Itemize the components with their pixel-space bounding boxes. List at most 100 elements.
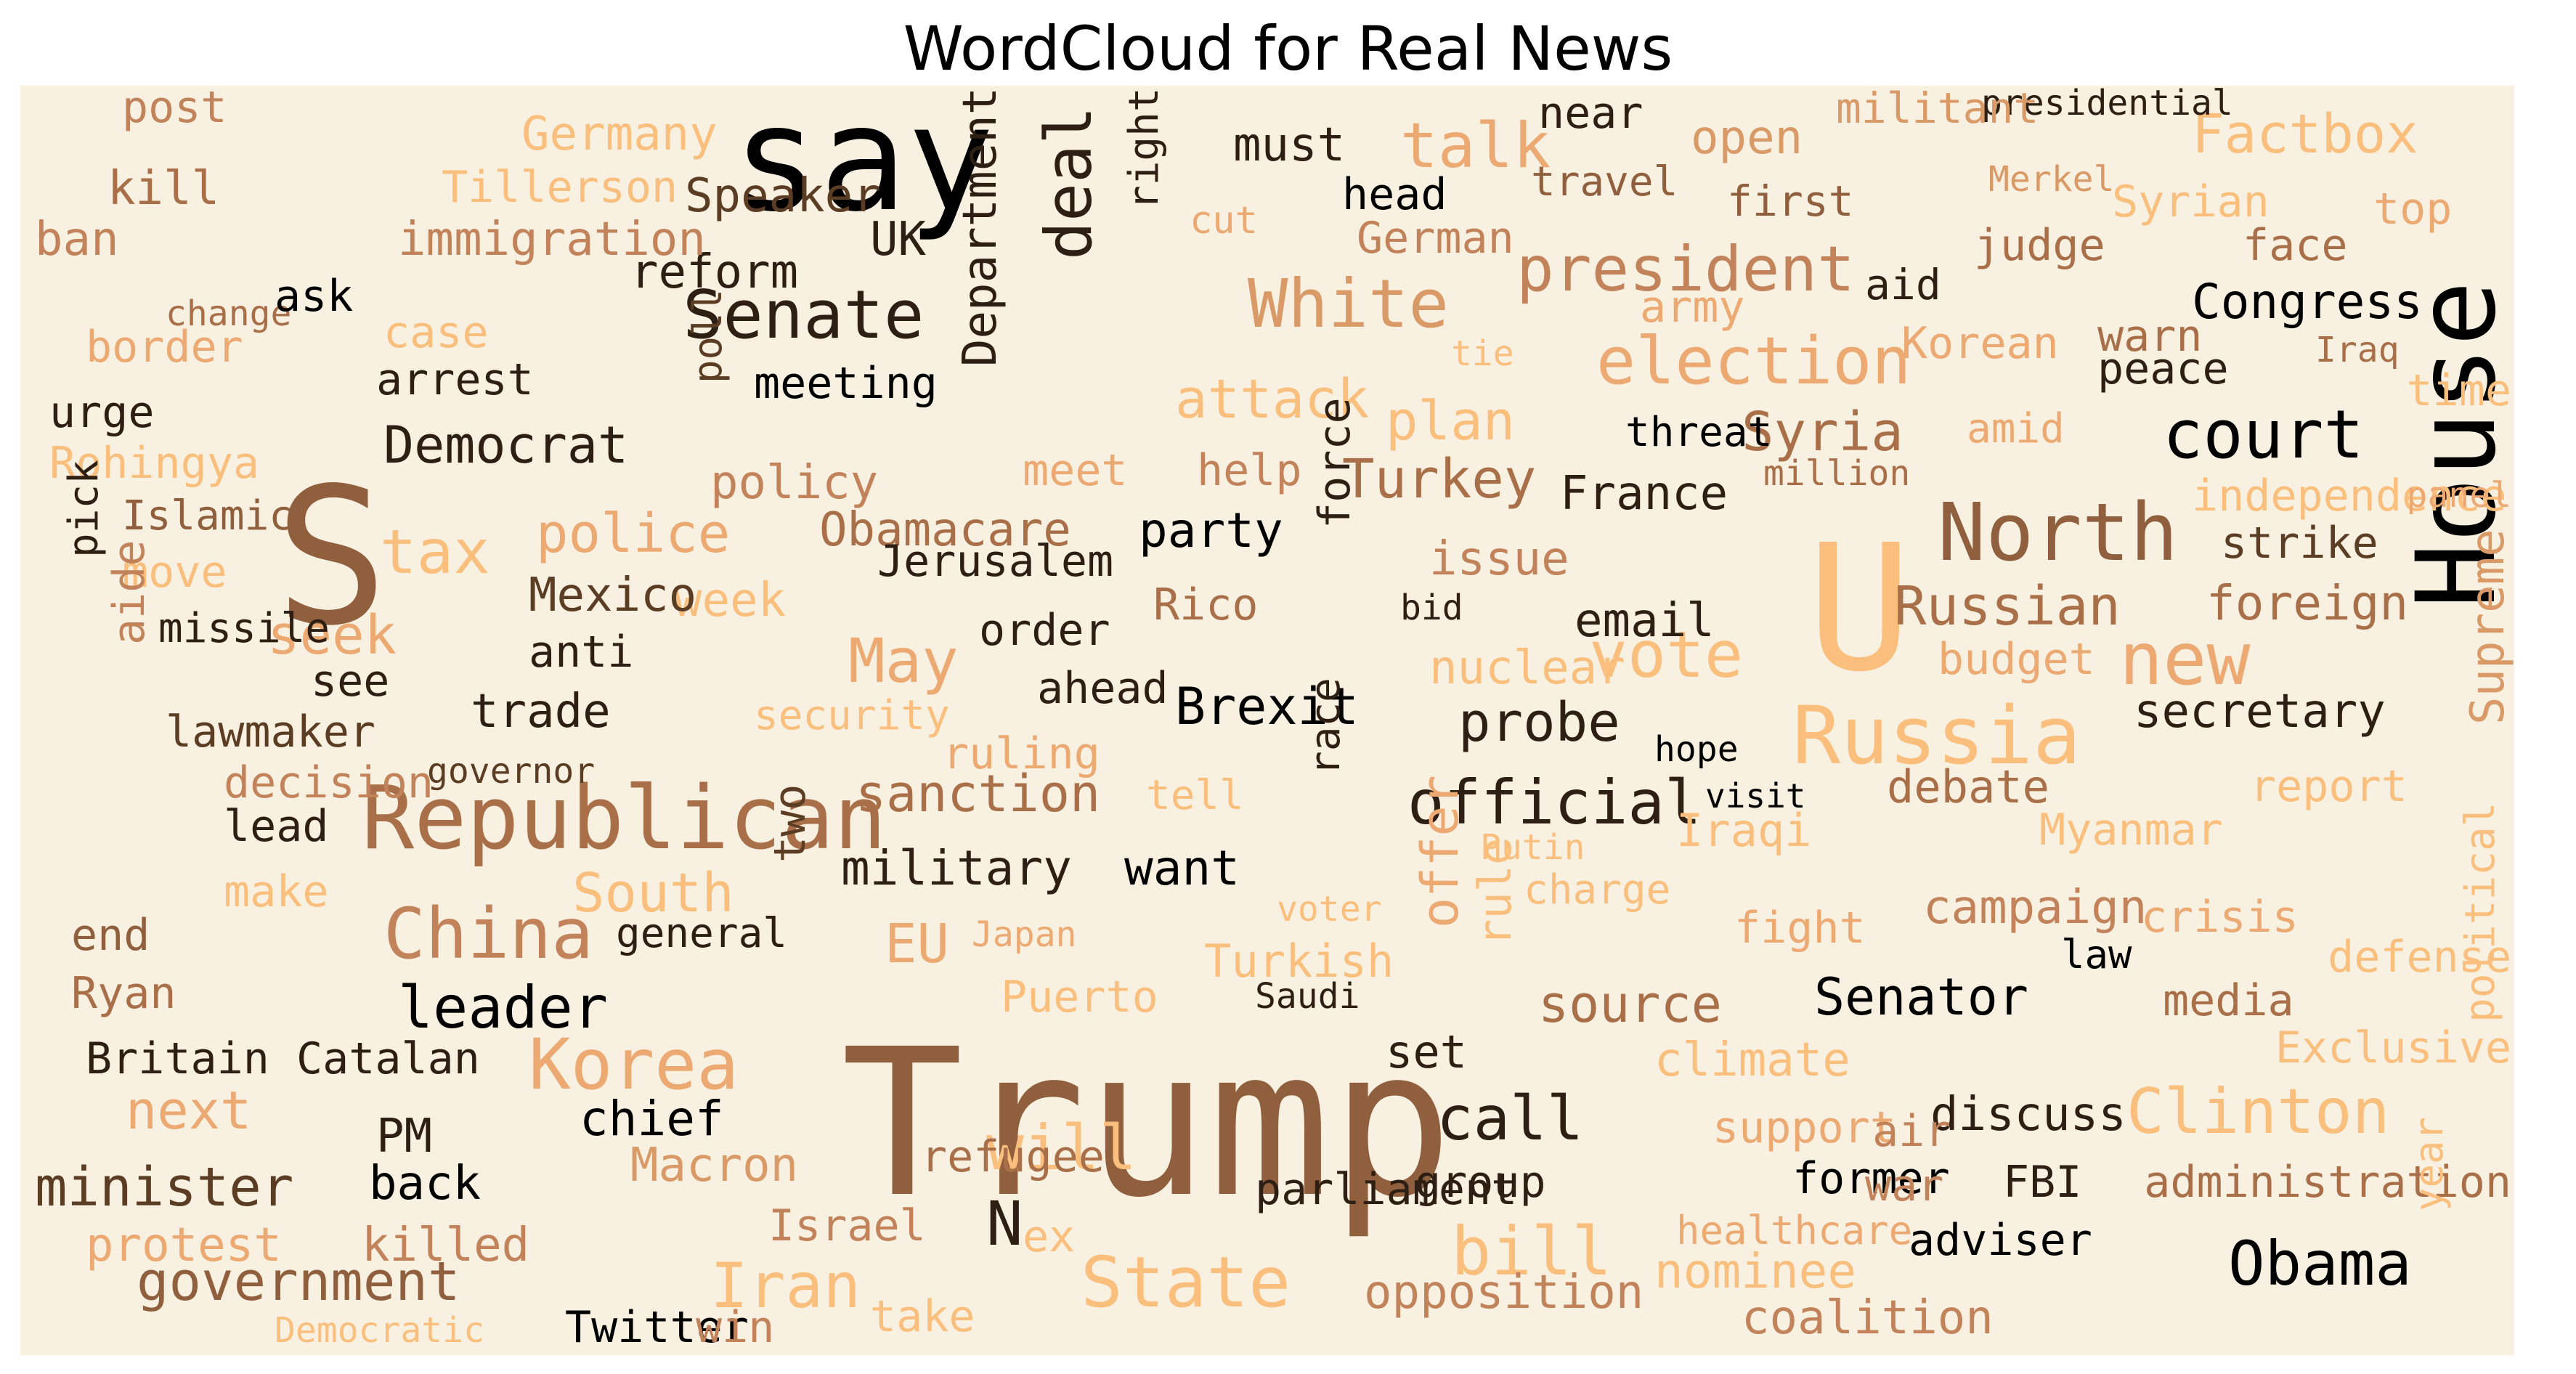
word-political: political xyxy=(2457,802,2504,1023)
word-korea: Korea xyxy=(529,1024,739,1105)
word-senate: Senate xyxy=(683,276,925,354)
word-nominee: nominee xyxy=(1654,1243,1857,1299)
word-factbox: Factbox xyxy=(2192,103,2418,166)
word-border: border xyxy=(86,322,243,373)
word-trump: Trump xyxy=(841,1006,1453,1243)
word-chief: chief xyxy=(580,1091,724,1147)
word-south: South xyxy=(572,862,734,924)
word-year: year xyxy=(2406,1116,2452,1211)
word-ruling: ruling xyxy=(943,728,1100,779)
word-report: report xyxy=(2250,761,2408,812)
word-speaker: Speaker xyxy=(685,169,881,223)
word-uk: UK xyxy=(870,213,927,267)
word-change: change xyxy=(166,293,292,334)
word-iraq: Iraq xyxy=(2315,330,2400,370)
word-right: right xyxy=(1121,87,1168,210)
word-new: new xyxy=(2119,617,2251,702)
word-clinton: Clinton xyxy=(2126,1076,2390,1148)
word-brexit: Brexit xyxy=(1175,677,1359,736)
word-order: order xyxy=(979,605,1110,656)
word-protest: protest xyxy=(86,1219,282,1272)
word-ask: ask xyxy=(275,271,354,322)
word-million: million xyxy=(1763,453,1911,494)
word-case: case xyxy=(383,307,489,358)
word-warn: warn xyxy=(2097,311,2203,362)
word-aide: aide xyxy=(104,540,155,646)
word-next: next xyxy=(126,1080,252,1141)
word-court: court xyxy=(2163,396,2364,473)
word-britain: Britain xyxy=(86,1033,269,1084)
word-sanction: sanction xyxy=(856,764,1101,824)
word-visit: visit xyxy=(1705,776,1806,816)
wordcloud-canvas: Trump say S U House Republican Russia North Sena… xyxy=(20,86,2514,1355)
word-group: group xyxy=(1415,1157,1546,1208)
word-white: White xyxy=(1248,265,1449,343)
word-bid: bid xyxy=(1400,588,1463,628)
word-end: end xyxy=(71,910,150,961)
word-open: open xyxy=(1691,111,1803,165)
word-talk: talk xyxy=(1400,110,1551,182)
word-supreme: Supreme xyxy=(2461,529,2514,725)
word-german: German xyxy=(1357,213,1514,264)
figure-title: WordCloud for Real News xyxy=(903,13,1673,84)
word-arrest: arrest xyxy=(376,354,534,405)
word-see: see xyxy=(311,656,390,707)
word-official: official xyxy=(1407,767,1702,838)
word-win: win xyxy=(696,1302,775,1353)
word-debate: debate xyxy=(1887,760,2049,813)
word-climate: climate xyxy=(1654,1033,1850,1087)
word-immigration: immigration xyxy=(398,213,706,267)
word-administration: administration xyxy=(2144,1157,2511,1208)
word-army: army xyxy=(1640,282,1745,333)
word-threat: threat xyxy=(1625,409,1773,456)
word-aid: aid xyxy=(1865,260,1941,309)
word-crisis: crisis xyxy=(2141,892,2299,943)
word-probe: probe xyxy=(1458,691,1620,754)
word-iraqi: Iraqi xyxy=(1676,804,1812,857)
word-state: State xyxy=(1081,1242,1291,1323)
word-independence: independence xyxy=(2192,471,2507,521)
word-email: email xyxy=(1575,594,1715,648)
word-saudi: Saudi xyxy=(1255,976,1360,1017)
word-hope: hope xyxy=(1654,729,1739,770)
word-meet: meet xyxy=(1023,445,1128,496)
word-rohingya: Rohingya xyxy=(49,438,259,489)
word-police: police xyxy=(536,503,731,565)
word-merkel: Merkel xyxy=(1988,159,2115,200)
word-ban: ban xyxy=(35,213,119,267)
word-secretary: secretary xyxy=(2134,685,2386,739)
word-panel: panel xyxy=(2406,475,2512,516)
word-deal: deal xyxy=(1031,106,1106,260)
word-china: China xyxy=(383,893,593,975)
word-move: move xyxy=(122,547,227,598)
word-travel: travel xyxy=(1531,158,1678,206)
word-u: U xyxy=(1807,507,1912,710)
word-vote: vote xyxy=(1589,617,1743,692)
word-leader: leader xyxy=(398,974,608,1041)
word-japan: Japan xyxy=(972,914,1077,955)
word-strike: strike xyxy=(2221,518,2378,569)
word-israel: Israel xyxy=(768,1200,926,1251)
word-russia: Russia xyxy=(1792,689,2081,782)
word-will: will xyxy=(986,1112,1137,1184)
word-n: N xyxy=(986,1188,1023,1259)
word-militant: militant xyxy=(1836,86,2039,133)
word-urge: urge xyxy=(49,387,155,438)
word-campaign: campaign xyxy=(1923,881,2148,935)
word-voter: voter xyxy=(1277,889,1382,930)
word-meeting: meeting xyxy=(754,358,938,409)
word-help: help xyxy=(1197,445,1302,496)
word-attack: attack xyxy=(1175,368,1370,431)
word-post: post xyxy=(122,86,227,133)
word-ryan: Ryan xyxy=(71,968,176,1019)
word-source: source xyxy=(1538,975,1722,1034)
word-may: May xyxy=(848,625,959,696)
word-general: general xyxy=(616,910,788,957)
word-security: security xyxy=(754,692,950,739)
word-parliament: parliament xyxy=(1255,1164,1518,1215)
word-government: government xyxy=(137,1251,460,1313)
word-nuclear: nuclear xyxy=(1429,641,1625,695)
word-budget: budget xyxy=(1938,634,2095,685)
word-congress: Congress xyxy=(2192,274,2423,330)
word-time: time xyxy=(2406,365,2512,416)
